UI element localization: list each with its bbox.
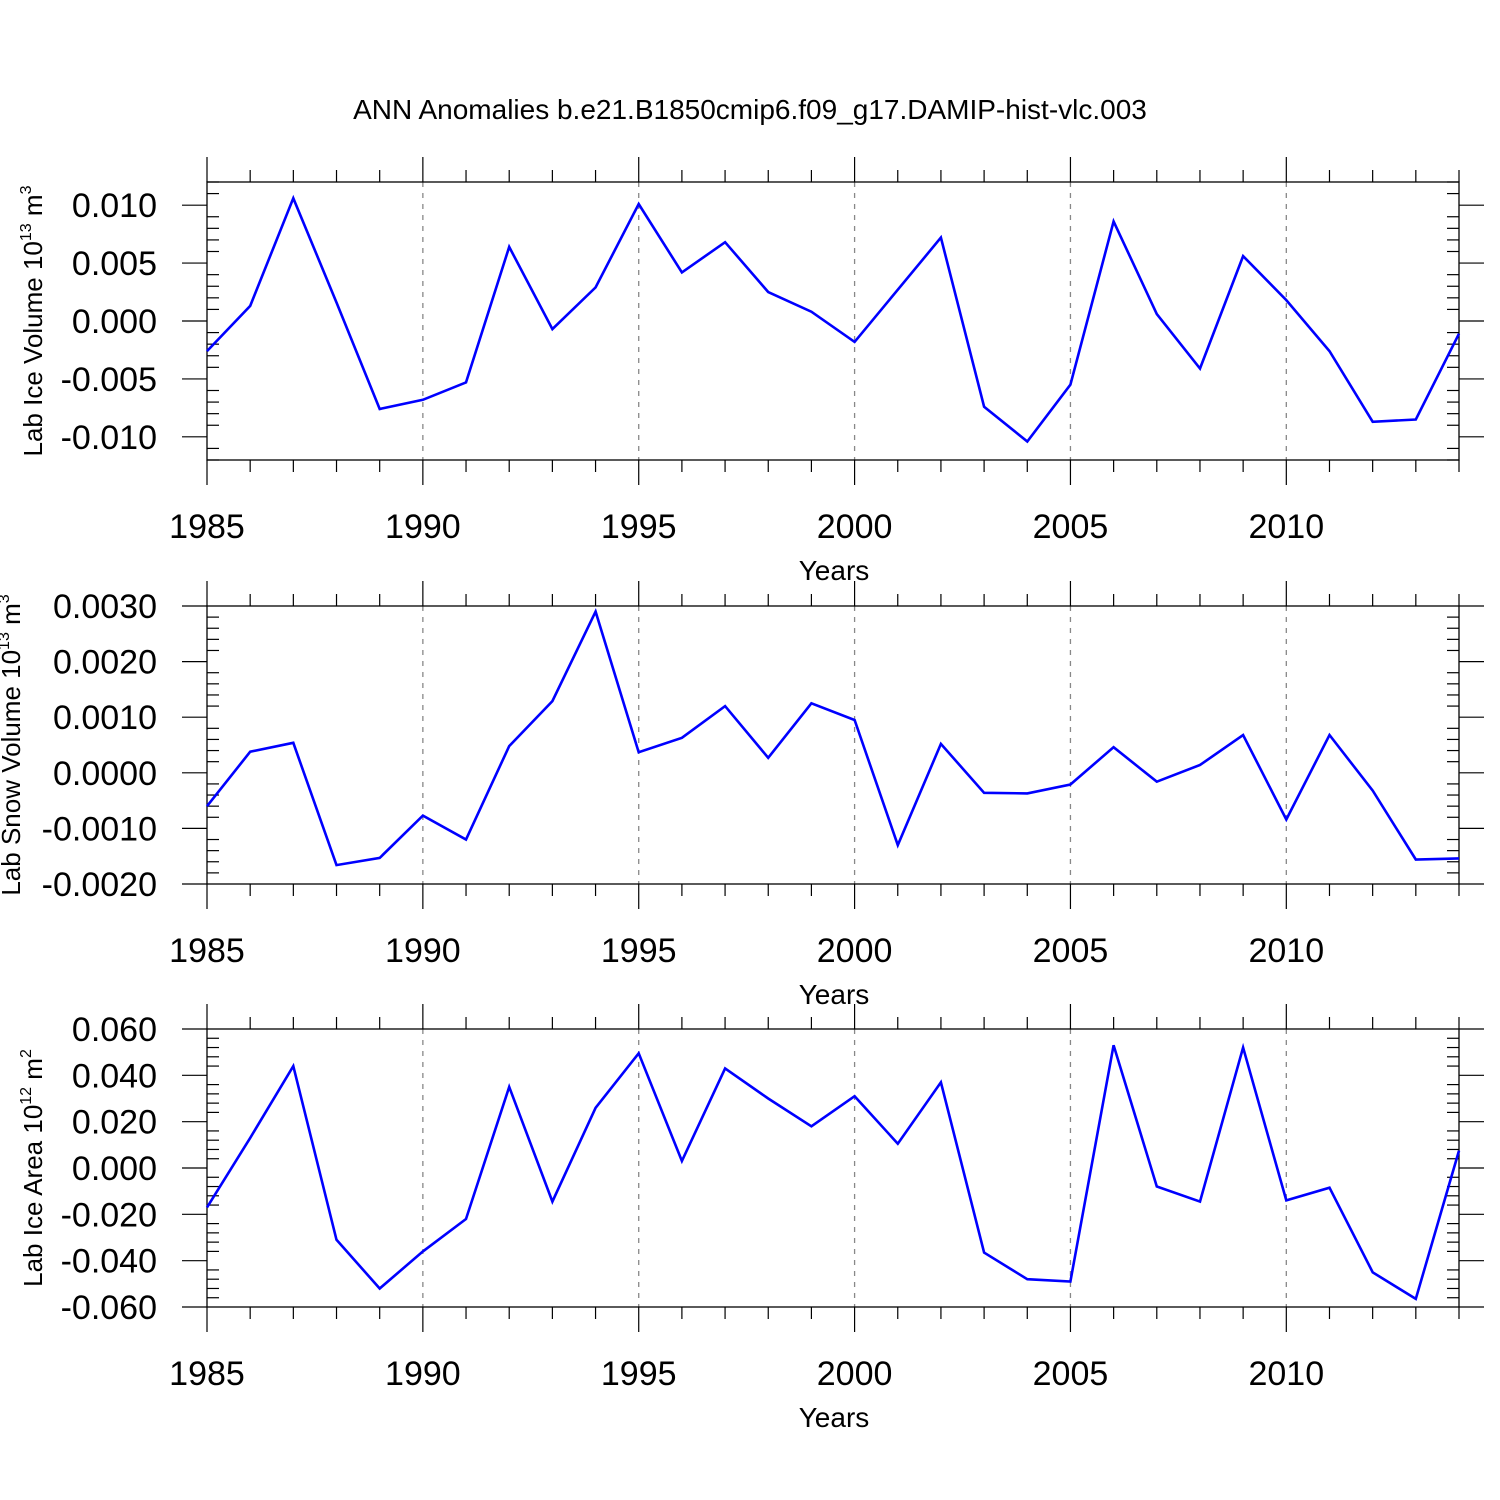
x-tick-label: 2000 bbox=[817, 932, 893, 970]
y-tick-label: 0.020 bbox=[72, 1104, 157, 1142]
y-tick-label: -0.0010 bbox=[42, 810, 157, 848]
x-tick-label: 2000 bbox=[817, 1355, 893, 1393]
y-tick-label: 0.0010 bbox=[53, 699, 157, 737]
series-line bbox=[206, 194, 1461, 444]
x-tick-label: 1995 bbox=[601, 508, 677, 546]
x-tick-label: 2010 bbox=[1248, 932, 1324, 970]
y-tick-label: 0.000 bbox=[72, 303, 157, 341]
x-tick-label: 1985 bbox=[169, 932, 245, 970]
x-tick-label: 2005 bbox=[1033, 932, 1109, 970]
plot-frame bbox=[206, 181, 1460, 461]
x-tick-label: 1990 bbox=[385, 1355, 461, 1393]
x-tick-label: 2010 bbox=[1248, 1355, 1324, 1393]
y-tick-label: 0.040 bbox=[72, 1057, 157, 1095]
y-tick-label: -0.005 bbox=[61, 361, 157, 399]
x-tick-label: 2005 bbox=[1033, 508, 1109, 546]
plot-frame bbox=[206, 605, 1460, 885]
x-tick-label: 1990 bbox=[385, 508, 461, 546]
x-tick-label: 2010 bbox=[1248, 508, 1324, 546]
x-tick-label: 2005 bbox=[1033, 1355, 1109, 1393]
y-tick-label: 0.005 bbox=[72, 245, 157, 283]
x-tick-label: 1985 bbox=[169, 508, 245, 546]
x-tick-label: 1985 bbox=[169, 1355, 245, 1393]
series-line bbox=[205, 608, 1460, 867]
chart-title: ANN Anomalies b.e21.B1850cmip6.f09_g17.D… bbox=[353, 94, 1147, 125]
panel-1: -0.010 -0.005 0.000 0.005 0.010 1985 1990 1995 2… bbox=[18, 157, 1484, 586]
y-axis-label: Lab Ice Area 1012 m2 bbox=[18, 1049, 48, 1287]
panel-2: -0.0020 -0.0010 0.0000 0.0010 0.0020 0.0030 19… bbox=[0, 581, 1484, 1010]
y-tick-label: 0.010 bbox=[72, 187, 157, 225]
series-line bbox=[205, 1042, 1461, 1301]
y-tick-label: 0.0020 bbox=[53, 644, 157, 682]
y-axis-label: Lab Ice Volume 1013 m3 bbox=[18, 185, 48, 456]
y-axis-label: Lab Snow Volume 1013 m3 bbox=[0, 594, 26, 895]
x-axis-label: Years bbox=[799, 1402, 870, 1433]
y-tick-label: -0.060 bbox=[61, 1289, 157, 1327]
plot-frame bbox=[206, 1028, 1460, 1308]
panel-3: -0.060 -0.040 -0.020 0.000 0.020 0.040 0.060 19… bbox=[18, 1004, 1484, 1433]
y-tick-label: -0.010 bbox=[61, 419, 157, 457]
y-tick-label: -0.0020 bbox=[42, 866, 157, 904]
y-tick-label: 0.060 bbox=[72, 1011, 157, 1049]
y-tick-label: 0.0000 bbox=[53, 755, 157, 793]
x-tick-label: 2000 bbox=[817, 508, 893, 546]
x-tick-label: 1995 bbox=[601, 1355, 677, 1393]
x-axis-label: Years bbox=[799, 979, 870, 1010]
x-axis-label: Years bbox=[799, 555, 870, 586]
x-tick-label: 1990 bbox=[385, 932, 461, 970]
y-tick-label: -0.020 bbox=[61, 1196, 157, 1234]
x-tick-label: 1995 bbox=[601, 932, 677, 970]
y-tick-label: 0.0030 bbox=[53, 588, 157, 626]
y-tick-label: -0.040 bbox=[61, 1243, 157, 1281]
y-tick-label: 0.000 bbox=[72, 1150, 157, 1188]
